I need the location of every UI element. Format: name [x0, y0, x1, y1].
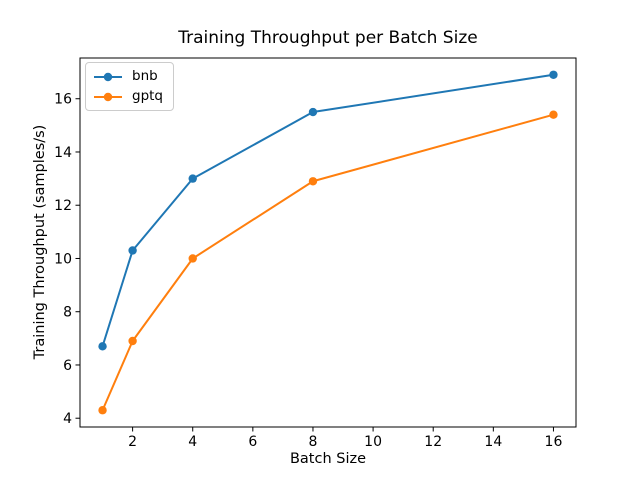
legend-line-sample-gptq — [94, 92, 122, 101]
legend-marker-gptq — [103, 92, 113, 101]
legend-item-gptq: gptq — [93, 89, 163, 104]
series-line-bnb — [101, 73, 555, 348]
chart-title: Training Throughput per Batch Size — [178, 28, 478, 48]
data-point-bnb-x1 — [98, 342, 107, 351]
legend-line-sample-bnb — [94, 72, 122, 81]
x-tick-label-6: 6 — [248, 434, 257, 450]
x-tick-label-12: 12 — [424, 434, 442, 450]
y-tick-label-6: 6 — [63, 358, 72, 374]
x-axis-label: Batch Size — [289, 451, 367, 467]
y-tick-label-12: 12 — [54, 198, 72, 214]
x-tick-label-16: 16 — [545, 434, 563, 450]
x-tick-label-14: 14 — [484, 434, 502, 450]
y-tick-label-10: 10 — [54, 251, 72, 267]
x-tick-label-2: 2 — [128, 434, 137, 450]
x-tick-label-10: 10 — [364, 434, 382, 450]
y-tick-label-16: 16 — [54, 92, 72, 108]
data-point-bnb-x2 — [128, 246, 137, 255]
y-axis-label: Training Throughput (samples/s) — [32, 124, 48, 360]
legend-marker-bnb — [103, 72, 113, 81]
y-tick-label-8: 8 — [63, 305, 72, 321]
y-tick-label-14: 14 — [54, 145, 72, 161]
legend-label-gptq: gptq — [132, 88, 164, 104]
y-tick-label-4: 4 — [63, 411, 72, 427]
series-line-gptq — [101, 113, 555, 412]
legend: bnb gptq — [85, 62, 175, 111]
legend-item-bnb: bnb — [93, 69, 163, 84]
axes-frame — [79, 57, 577, 428]
data-point-bnb-x4 — [188, 174, 197, 183]
data-point-gptq-x8 — [308, 177, 318, 186]
data-point-gptq-x4 — [188, 254, 197, 263]
legend-label-bnb: bnb — [132, 68, 158, 84]
data-point-gptq-x1 — [98, 406, 107, 415]
data-point-bnb-x8 — [308, 107, 318, 117]
data-point-bnb-x16 — [549, 70, 558, 79]
data-point-gptq-x2 — [128, 336, 137, 346]
data-point-gptq-x16 — [549, 110, 558, 119]
x-tick-label-4: 4 — [188, 434, 197, 450]
x-tick-label-8: 8 — [309, 434, 318, 450]
